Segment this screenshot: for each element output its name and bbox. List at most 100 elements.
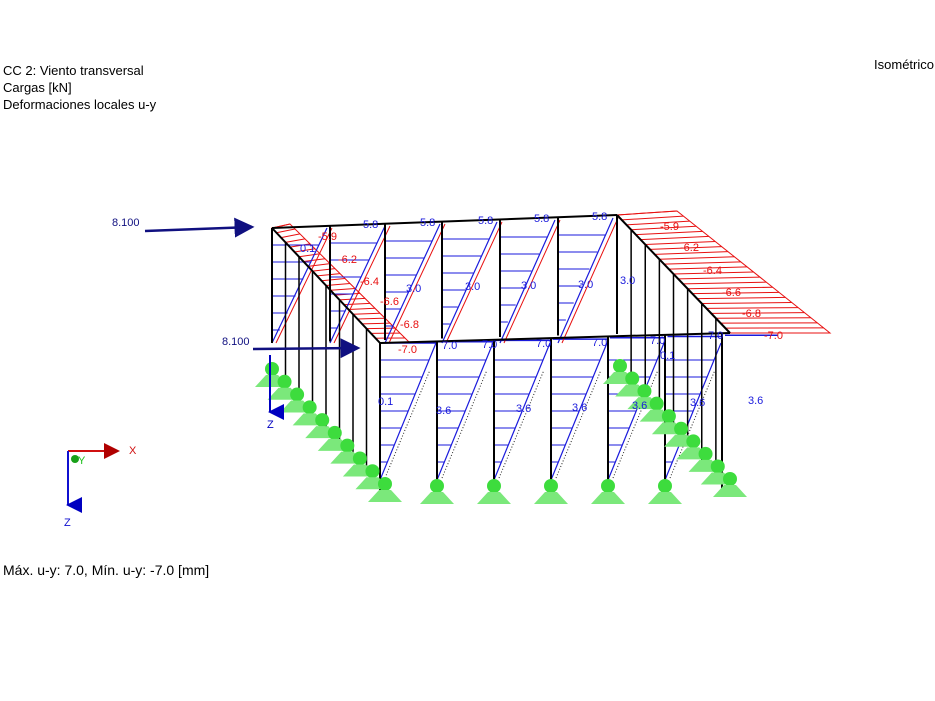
support-icon[interactable]: [368, 477, 402, 502]
result-value: 3.6: [516, 403, 531, 415]
gable-deformation-diagram: [615, 210, 832, 334]
result-value: 7.0: [536, 338, 551, 350]
diagram-ordinate: [682, 281, 767, 285]
result-value: 3.6: [690, 397, 705, 409]
column-diagram: [441, 221, 498, 344]
column-diagram: [388, 223, 446, 344]
result-value-negative: -5.9: [660, 221, 679, 233]
support-icon[interactable]: [420, 479, 454, 504]
result-value: 3.0: [578, 279, 593, 291]
deformed-shape: [384, 369, 431, 479]
y-axis-label: Y: [78, 455, 86, 467]
diagram-ordinate: [678, 276, 760, 280]
result-value: 3.6: [632, 400, 647, 412]
load-value: 8.100: [112, 217, 140, 229]
load-value: 8.100: [222, 336, 250, 348]
diagram-ordinate: [659, 256, 735, 260]
local-z-label: Z: [267, 419, 274, 431]
diagram-ordinate: [701, 302, 792, 304]
load-arrow: [144, 217, 255, 238]
diagram-ordinate: [687, 286, 773, 290]
diagram-ordinate: [339, 297, 366, 301]
diagram-ordinate: [626, 220, 690, 226]
diagram-ordinate: [621, 215, 684, 221]
support-icon[interactable]: [591, 479, 625, 504]
column-diagram: [557, 217, 614, 344]
member[interactable]: [379, 332, 731, 344]
diagram-ordinate: [321, 278, 346, 282]
support-icon[interactable]: [477, 479, 511, 504]
diagram-ordinate: [298, 253, 321, 258]
gable-deformation-diagram: [271, 223, 412, 344]
z-axis-label: Z: [64, 517, 71, 529]
result-value: 3.0: [406, 283, 421, 295]
load-arrow: [252, 338, 361, 359]
support-icon[interactable]: [713, 472, 747, 497]
result-value-negative: -6.6: [380, 296, 399, 308]
y-axis-icon: [71, 455, 79, 463]
result-value: 5.8: [534, 213, 549, 225]
diagram-ordinate: [330, 287, 356, 291]
result-value: 5.8: [363, 219, 378, 231]
diagram-ordinate: [294, 248, 316, 253]
diagram-ordinate: [303, 258, 326, 263]
axis-triad: X Y Z: [64, 443, 137, 529]
diagram-ordinate: [348, 307, 376, 310]
diagram-ordinate: [706, 307, 799, 309]
result-value-negative: -6.4: [703, 265, 722, 277]
diagram-ordinate: [312, 268, 336, 272]
diagram-ordinate: [366, 327, 396, 330]
result-value-negative: -6.8: [742, 308, 761, 320]
column-diagram: [499, 219, 556, 344]
load-case-title: CC 2: Viento transversal: [3, 63, 144, 78]
result-value-negative: -6.2: [338, 254, 357, 266]
diagram-ordinate: [711, 312, 805, 314]
column-diagram: [445, 221, 503, 344]
result-value-negative: -6.4: [360, 276, 379, 288]
support-icon[interactable]: [534, 479, 568, 504]
column-diagram: [333, 225, 391, 344]
diagram-ordinate: [715, 317, 811, 319]
column-diagram: [384, 223, 441, 344]
extreme-values-summary: Máx. u-y: 7.0, Mín. u-y: -7.0 [mm]: [3, 562, 210, 578]
result-value: 5.8: [592, 211, 607, 223]
diagram-ordinate: [352, 312, 381, 315]
result-value: 7.0: [708, 330, 723, 342]
result-value: 0.1: [300, 243, 315, 255]
result-value-negative: -5.9: [318, 231, 337, 243]
result-value: 5.8: [478, 215, 493, 227]
support-icon[interactable]: [648, 479, 682, 504]
diagram-ordinate: [640, 235, 709, 241]
result-value: 3.0: [620, 275, 635, 287]
result-info: CC 2: Viento transversal Cargas [kN] Def…: [3, 62, 156, 113]
loads-unit: Cargas [kN]: [3, 80, 72, 95]
result-value: 3.6: [436, 405, 451, 417]
diagram-ordinate: [357, 317, 386, 320]
diagram-ordinate: [307, 263, 331, 267]
result-value: 3.6: [572, 402, 587, 414]
deformed-shape: [498, 369, 545, 479]
column-diagram: [561, 217, 619, 344]
member[interactable]: [271, 214, 618, 229]
diagram-ordinate: [616, 210, 678, 216]
result-value-negative: -7.0: [764, 330, 783, 342]
result-value: 3.6: [748, 395, 763, 407]
result-value: 7.0: [650, 335, 665, 347]
result-value-negative: -6.6: [722, 287, 741, 299]
result-value-negative: -7.0: [398, 344, 417, 356]
deformed-shape: [441, 369, 488, 479]
x-axis-label: X: [129, 445, 137, 457]
result-value-negative: -6.8: [400, 319, 419, 331]
result-value: 0.1: [660, 350, 675, 362]
result-value: 5.8: [420, 217, 435, 229]
diagram-ordinate: [631, 225, 697, 231]
diagram-ordinate: [673, 271, 754, 275]
diagram-ordinate: [697, 296, 786, 300]
result-value: 0.1: [378, 396, 393, 408]
diagram-ordinate: [668, 266, 748, 270]
result-value: 7.0: [592, 337, 607, 349]
diagram-ordinate: [285, 238, 306, 243]
column-diagram: [503, 219, 561, 344]
diagram-ordinate: [654, 251, 729, 255]
